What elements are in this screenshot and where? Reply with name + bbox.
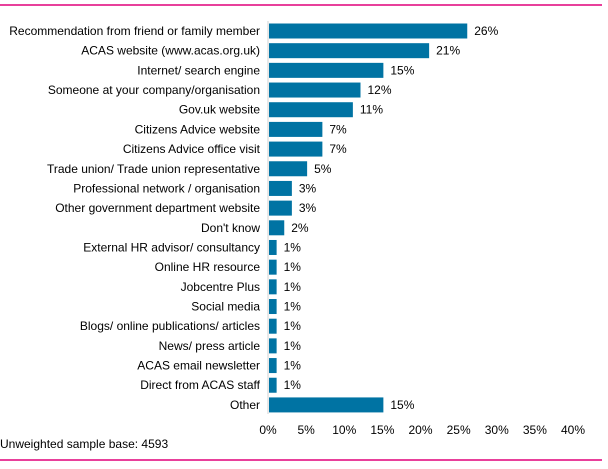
category-label: Other xyxy=(230,398,260,412)
category-label: Other government department website xyxy=(55,201,260,215)
bar xyxy=(269,318,277,334)
bar xyxy=(269,299,277,315)
category-label: News/ press article xyxy=(159,339,261,353)
bar xyxy=(269,397,384,413)
bar xyxy=(269,23,468,39)
x-tick-label: 5% xyxy=(297,423,315,437)
category-label: ACAS email newsletter xyxy=(137,359,260,373)
bar xyxy=(269,239,277,255)
x-tick-label: 10% xyxy=(332,423,356,437)
category-label: Online HR resource xyxy=(155,260,261,274)
data-label: 21% xyxy=(436,44,460,58)
bar xyxy=(269,200,292,216)
data-label: 7% xyxy=(329,122,347,136)
category-label: External HR advisor/ consultancy xyxy=(83,240,260,254)
data-label: 15% xyxy=(390,63,414,77)
category-label: Blogs/ online publications/ articles xyxy=(80,319,260,333)
x-tick-label: 25% xyxy=(447,423,471,437)
data-label: 3% xyxy=(299,181,317,195)
data-label: 1% xyxy=(284,339,302,353)
bar xyxy=(269,358,277,374)
x-tick-label: 0% xyxy=(259,423,277,437)
x-tick-label: 40% xyxy=(561,423,585,437)
data-label: 3% xyxy=(299,201,317,215)
category-label: Citizens Advice office visit xyxy=(123,142,261,156)
data-label: 12% xyxy=(368,83,392,97)
bar xyxy=(269,62,384,78)
bar xyxy=(269,259,277,275)
category-label: Someone at your company/organisation xyxy=(48,83,260,97)
category-label: ACAS website (www.acas.org.uk) xyxy=(81,44,260,58)
data-label: 1% xyxy=(284,280,302,294)
data-label: 1% xyxy=(284,359,302,373)
data-label: 1% xyxy=(284,300,302,314)
data-label: 1% xyxy=(284,378,302,392)
bar xyxy=(269,338,277,354)
x-tick-label: 30% xyxy=(485,423,509,437)
category-label: Citizens Advice website xyxy=(135,122,261,136)
bar xyxy=(269,121,323,137)
x-tick-label: 20% xyxy=(408,423,432,437)
category-label: Recommendation from friend or family mem… xyxy=(9,24,260,38)
bar xyxy=(269,102,353,118)
data-label: 2% xyxy=(291,221,309,235)
sample-base-note: Unweighted sample base: 4593 xyxy=(0,437,169,451)
category-label: Gov.uk website xyxy=(179,103,260,117)
data-label: 5% xyxy=(314,162,332,176)
data-label: 15% xyxy=(390,398,414,412)
bar xyxy=(269,43,430,59)
data-label: 11% xyxy=(360,103,383,117)
data-label: 1% xyxy=(284,260,302,274)
data-label: 1% xyxy=(284,240,302,254)
bar xyxy=(269,82,361,98)
category-label: Social media xyxy=(191,300,260,314)
x-tick-label: 15% xyxy=(370,423,394,437)
bar xyxy=(269,279,277,295)
data-label: 1% xyxy=(284,319,302,333)
category-label: Don't know xyxy=(201,221,260,235)
category-label: Trade union/ Trade union representative xyxy=(47,162,260,176)
bar xyxy=(269,161,308,177)
data-label: 7% xyxy=(329,142,347,156)
bar xyxy=(269,180,292,196)
category-label: Professional network / organisation xyxy=(73,181,260,195)
category-label: Direct from ACAS staff xyxy=(140,378,260,392)
data-label: 26% xyxy=(474,24,498,38)
category-label: Jobcentre Plus xyxy=(181,280,260,294)
bar xyxy=(269,141,323,157)
category-label: Internet/ search engine xyxy=(137,63,260,77)
x-tick-label: 35% xyxy=(523,423,547,437)
bar xyxy=(269,220,285,236)
bar xyxy=(269,377,277,393)
